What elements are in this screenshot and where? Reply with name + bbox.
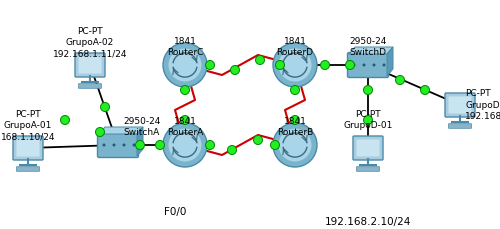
FancyBboxPatch shape bbox=[448, 96, 471, 114]
FancyBboxPatch shape bbox=[13, 136, 43, 160]
FancyBboxPatch shape bbox=[356, 139, 380, 156]
FancyBboxPatch shape bbox=[353, 136, 383, 160]
Circle shape bbox=[382, 63, 386, 66]
FancyBboxPatch shape bbox=[75, 53, 105, 77]
FancyBboxPatch shape bbox=[98, 133, 138, 158]
Text: 192.168.2.10/24: 192.168.2.10/24 bbox=[325, 217, 411, 227]
Circle shape bbox=[102, 144, 106, 147]
FancyBboxPatch shape bbox=[356, 167, 380, 171]
Circle shape bbox=[276, 60, 284, 69]
Text: 2950-24
SwitchA: 2950-24 SwitchA bbox=[123, 117, 160, 137]
Circle shape bbox=[180, 85, 190, 95]
FancyBboxPatch shape bbox=[348, 52, 389, 77]
Circle shape bbox=[290, 115, 300, 125]
Circle shape bbox=[230, 65, 239, 74]
Circle shape bbox=[228, 145, 236, 155]
Polygon shape bbox=[99, 127, 143, 134]
Text: 1841
RouterB: 1841 RouterB bbox=[277, 117, 313, 137]
Circle shape bbox=[362, 63, 366, 66]
Circle shape bbox=[112, 144, 116, 147]
Circle shape bbox=[206, 141, 214, 150]
FancyBboxPatch shape bbox=[16, 139, 40, 156]
Text: 1841
RouterC: 1841 RouterC bbox=[167, 37, 203, 57]
FancyBboxPatch shape bbox=[16, 167, 40, 171]
Text: PC-PT
GrupoA-02
192.168.1.11/24: PC-PT GrupoA-02 192.168.1.11/24 bbox=[53, 27, 127, 58]
Circle shape bbox=[168, 49, 202, 82]
Circle shape bbox=[163, 123, 207, 167]
Circle shape bbox=[372, 63, 376, 66]
Text: 2950-24
SwitchD: 2950-24 SwitchD bbox=[350, 37, 387, 57]
Circle shape bbox=[320, 60, 330, 69]
Circle shape bbox=[364, 85, 372, 95]
FancyBboxPatch shape bbox=[78, 84, 102, 88]
Circle shape bbox=[346, 60, 354, 69]
Circle shape bbox=[132, 144, 136, 147]
Circle shape bbox=[256, 55, 264, 65]
Circle shape bbox=[100, 103, 110, 112]
Circle shape bbox=[156, 141, 164, 150]
FancyBboxPatch shape bbox=[78, 57, 102, 74]
Circle shape bbox=[163, 43, 207, 87]
Polygon shape bbox=[349, 47, 393, 54]
Circle shape bbox=[180, 115, 190, 125]
Circle shape bbox=[206, 60, 214, 69]
Text: 1841
RouterD: 1841 RouterD bbox=[276, 37, 314, 57]
Circle shape bbox=[254, 136, 262, 144]
Circle shape bbox=[420, 85, 430, 95]
Polygon shape bbox=[137, 127, 143, 156]
Circle shape bbox=[60, 115, 70, 125]
Circle shape bbox=[278, 128, 312, 161]
Text: PC-PT
GrupoD-02
192.168.2.11: PC-PT GrupoD-02 192.168.2.11 bbox=[465, 89, 500, 121]
Circle shape bbox=[270, 141, 280, 150]
Circle shape bbox=[396, 76, 404, 85]
FancyBboxPatch shape bbox=[448, 124, 471, 128]
Circle shape bbox=[364, 115, 372, 125]
Text: PC-PT
GrupoA-01
168.1.10/24: PC-PT GrupoA-01 168.1.10/24 bbox=[1, 110, 55, 141]
Circle shape bbox=[273, 123, 317, 167]
Circle shape bbox=[273, 43, 317, 87]
Circle shape bbox=[96, 128, 104, 136]
Circle shape bbox=[168, 128, 202, 161]
Text: 1841
RouterA: 1841 RouterA bbox=[167, 117, 203, 137]
Text: PC-PT
GrupoD-01: PC-PT GrupoD-01 bbox=[344, 110, 392, 130]
Circle shape bbox=[122, 144, 126, 147]
Text: F0/0: F0/0 bbox=[164, 207, 186, 217]
Circle shape bbox=[290, 85, 300, 95]
Circle shape bbox=[352, 63, 356, 66]
FancyBboxPatch shape bbox=[445, 93, 475, 117]
Circle shape bbox=[278, 49, 312, 82]
Polygon shape bbox=[387, 47, 393, 76]
Circle shape bbox=[136, 141, 144, 150]
